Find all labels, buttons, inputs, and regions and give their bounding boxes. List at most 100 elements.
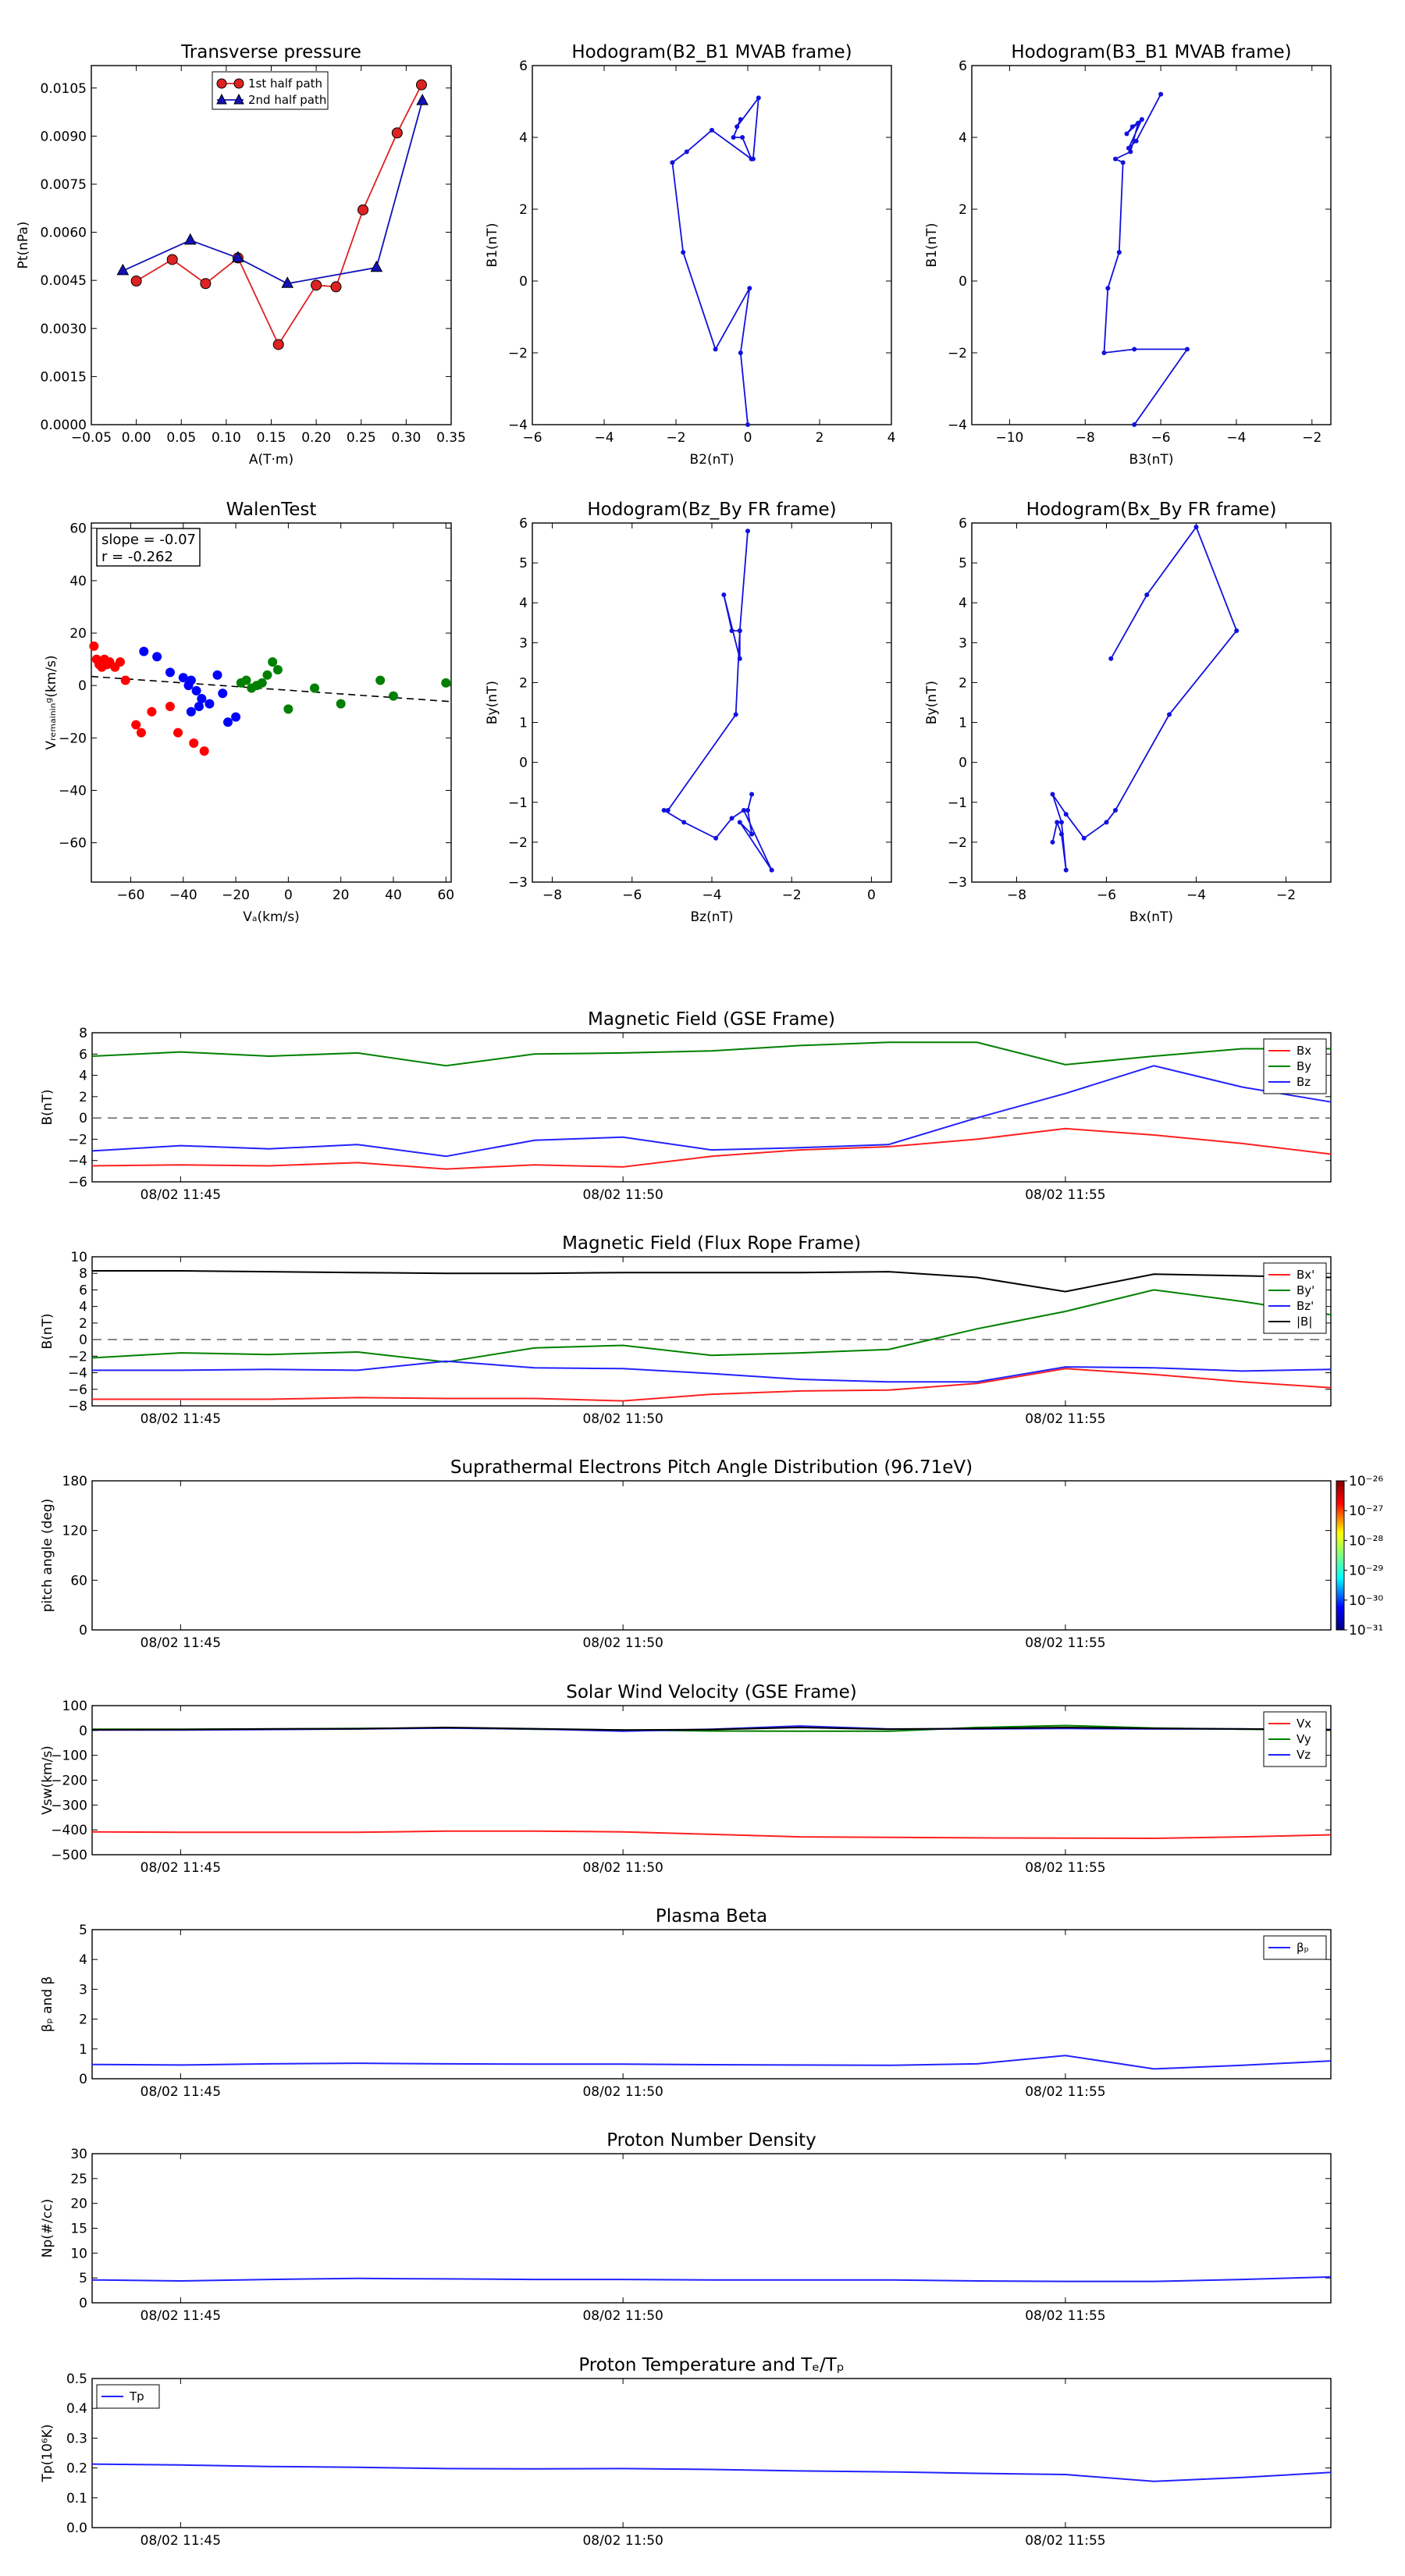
chart-tp: Transverse pressure −0.05 0.00 0.05 0.10 0.15…	[16, 42, 466, 468]
data-point	[268, 656, 278, 667]
data-point	[750, 156, 756, 162]
data-point	[257, 678, 267, 688]
x-tick-label: −6	[1151, 430, 1171, 446]
series-line	[91, 1041, 1331, 1067]
y-tick-label: 0.0030	[41, 322, 87, 337]
x-tick-label: −4	[1186, 888, 1206, 903]
chart-title: Proton Temperature and Tₑ/Tₚ	[578, 2355, 844, 2375]
y-tick-label: 20	[69, 626, 87, 642]
series-line	[136, 84, 422, 347]
data-point	[102, 660, 112, 670]
data-point	[336, 699, 346, 709]
y-tick-label: 25	[70, 2172, 87, 2187]
y-tick-label: −200	[51, 1774, 87, 1789]
y-tick-label: 1	[959, 716, 967, 731]
y-axis-label: B(nT)	[40, 1313, 55, 1349]
y-tick-label: 8	[79, 1266, 87, 1282]
y-axis-label: Vsw(km/s)	[40, 1745, 55, 1815]
y-tick-label: −2	[68, 1349, 87, 1364]
data-point	[166, 254, 178, 265]
legend-marker	[216, 93, 227, 105]
data-point	[1055, 820, 1060, 825]
y-tick-label: 0.0090	[41, 129, 87, 144]
y-tick-label: −2	[948, 835, 967, 851]
annotation-box	[96, 528, 201, 567]
plot-frame	[971, 522, 1332, 883]
legend-label: By	[1297, 1059, 1311, 1073]
y-tick-label: 5	[79, 2271, 87, 2286]
colorbar-tick-label: 10⁻³⁰	[1349, 1593, 1383, 1609]
y-tick-label: 20	[70, 2197, 87, 2212]
y-tick-label: 0	[959, 274, 967, 290]
x-tick-label: −8	[1076, 430, 1095, 446]
data-point	[178, 673, 188, 683]
data-point	[311, 279, 322, 291]
y-tick-label: 2	[519, 202, 528, 218]
colorbar-tick-label: 10⁻²⁹	[1349, 1564, 1383, 1579]
data-point	[749, 831, 755, 837]
data-point	[262, 670, 272, 680]
chart-beta: Plasma Beta 08/02 11:45 08/02 11:50 08/02 1…	[40, 1906, 1332, 2100]
y-tick-label: 10	[70, 1250, 87, 1265]
y-tick-label: 120	[62, 1524, 87, 1539]
data-point	[1063, 812, 1069, 817]
y-tick-label: 3	[959, 635, 967, 651]
x-tick-label: 08/02 11:45	[140, 1635, 221, 1651]
data-point	[1081, 835, 1087, 841]
y-tick-label: 4	[519, 130, 528, 146]
y-tick-label: −3	[948, 875, 967, 891]
x-tick-label: −2	[782, 888, 802, 903]
y-tick-label: 60	[69, 521, 87, 537]
x-tick-label: 0.20	[301, 430, 331, 446]
data-point	[147, 706, 157, 717]
y-tick-label: 2	[959, 675, 967, 691]
x-tick-label: −4	[594, 430, 614, 446]
plot-frame	[91, 65, 452, 425]
data-point	[756, 95, 761, 101]
x-tick-label: 08/02 11:50	[582, 1411, 663, 1427]
y-tick-label: −2	[68, 1132, 87, 1147]
y-tick-label: −20	[59, 731, 87, 746]
x-tick-label: 08/02 11:50	[582, 2533, 663, 2549]
chart-h3: Hodogram(Bz_By FR frame) −8 −6 −4 −2 0 −3 −2 −1 0…	[485, 500, 892, 925]
x-tick-label: −2	[1276, 888, 1296, 903]
y-tick-label: 0	[959, 756, 967, 771]
data-point	[731, 135, 736, 140]
x-tick-label: −6	[1097, 888, 1116, 903]
data-point	[1132, 347, 1137, 352]
y-tick-label: −2	[508, 346, 528, 361]
y-tick-label: 0	[79, 1111, 87, 1126]
y-tick-label: 0.0	[66, 2521, 87, 2536]
series-line	[92, 1270, 1332, 1293]
data-point	[130, 276, 142, 286]
data-point	[745, 808, 750, 813]
x-tick-label: −2	[1302, 430, 1321, 446]
fit-line	[91, 675, 452, 703]
y-axis-label: Np(#/cc)	[40, 2199, 55, 2258]
data-point	[120, 675, 130, 685]
colorbar-tick-label: 10⁻³¹	[1349, 1623, 1383, 1638]
series-line	[92, 1360, 1332, 1383]
chart-mag_gse: Magnetic Field (GSE Frame) 08/02 11:45 08/…	[40, 1009, 1332, 1203]
y-tick-label: 1	[519, 716, 528, 731]
data-point	[199, 746, 209, 756]
y-tick-label: 60	[70, 1573, 87, 1589]
y-tick-label: 0	[519, 274, 528, 290]
data-point	[741, 808, 746, 813]
legend-box	[1263, 1038, 1327, 1094]
plot-frame	[971, 65, 1332, 425]
x-tick-label: 08/02 11:45	[140, 2308, 221, 2324]
y-tick-label: 0	[78, 678, 87, 694]
y-tick-label: 0	[79, 1724, 87, 1739]
data-point	[747, 286, 752, 291]
data-point	[684, 149, 689, 155]
plot-frame	[91, 1256, 1332, 1407]
y-axis-label: Vᵣₑₘₐᵢₙᵢₙᵍ(km/s)	[44, 655, 59, 749]
chart-title: Hodogram(Bz_By FR frame)	[587, 500, 836, 520]
y-tick-label: −1	[948, 795, 967, 811]
data-point	[370, 260, 383, 272]
legend-label: Vy	[1297, 1732, 1311, 1746]
x-tick-label: 4	[887, 430, 896, 446]
data-point	[1136, 120, 1141, 126]
